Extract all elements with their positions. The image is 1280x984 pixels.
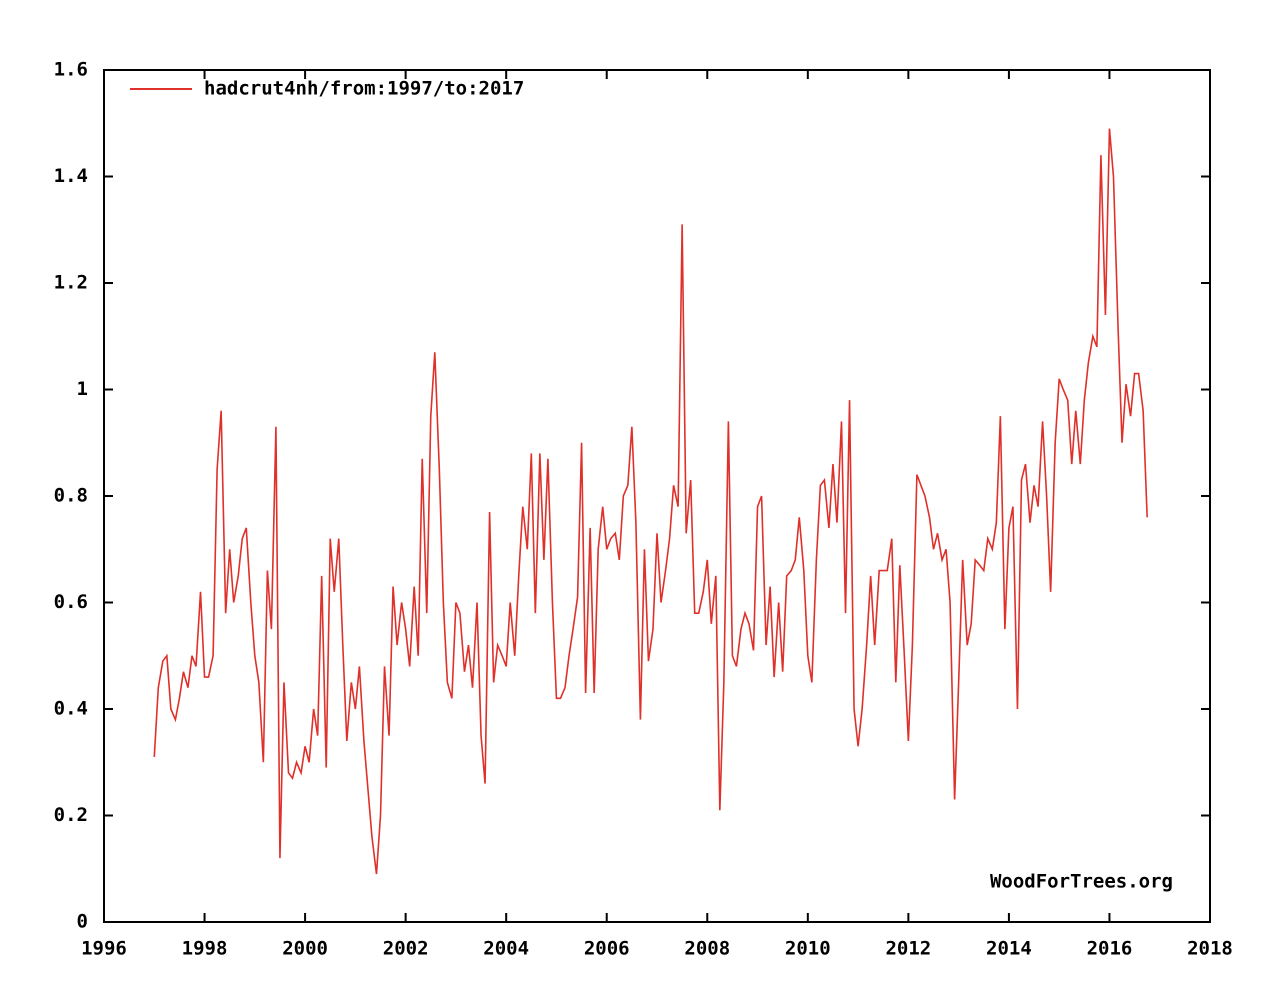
y-tick-label: 1.4 [54, 165, 88, 187]
y-tick-label: 1.6 [54, 59, 88, 81]
y-tick-label: 0.2 [54, 804, 88, 826]
x-tick-label: 2018 [1187, 938, 1233, 960]
x-tick-label: 2014 [986, 938, 1032, 960]
legend-label: hadcrut4nh/from:1997/to:2017 [204, 78, 524, 100]
y-tick-label: 1 [77, 378, 88, 400]
y-tick-label: 0.8 [54, 485, 88, 507]
y-tick-label: 0.6 [54, 591, 88, 613]
y-tick-label: 1.2 [54, 272, 88, 294]
x-tick-label: 2000 [282, 938, 328, 960]
x-tick-label: 1998 [182, 938, 228, 960]
x-tick-label: 2012 [885, 938, 931, 960]
x-tick-label: 2006 [584, 938, 630, 960]
plot-frame [103, 69, 1211, 923]
x-tick-label: 2008 [684, 938, 730, 960]
x-tick-label: 1996 [81, 938, 127, 960]
x-tick-label: 2002 [383, 938, 429, 960]
x-tick-label: 2004 [483, 938, 529, 960]
y-tick-label: 0.4 [54, 698, 88, 720]
x-tick-label: 2010 [785, 938, 831, 960]
x-tick-label: 2016 [1087, 938, 1133, 960]
y-tick-label: 0 [77, 911, 88, 933]
data-line [153, 128, 1148, 875]
watermark: WoodForTrees.org [990, 871, 1173, 893]
